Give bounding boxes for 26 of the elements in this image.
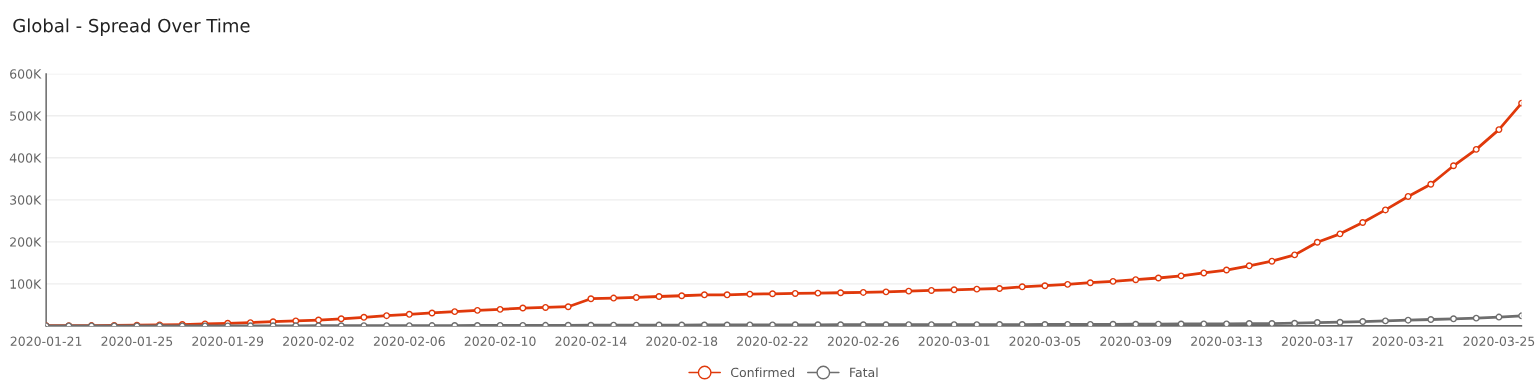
legend-label: Confirmed xyxy=(731,367,795,378)
x-tick-label: 2020-03-01 xyxy=(918,336,990,347)
x-tick-label: 2020-02-14 xyxy=(555,336,627,347)
legend-label: Fatal xyxy=(850,367,878,378)
x-tick-label: 2020-02-22 xyxy=(737,336,808,347)
x-tick-label: 2020-02-10 xyxy=(464,336,536,347)
x-tick-label: 2020-03-17 xyxy=(1281,336,1353,347)
x-tick-label: 2020-01-29 xyxy=(192,336,264,347)
y-tick-label: 400K xyxy=(9,153,42,163)
x-tick-label: 2020-02-18 xyxy=(646,336,718,347)
x-tick-label: 2020-02-26 xyxy=(827,336,899,347)
x-tick-label: 2020-03-13 xyxy=(1191,336,1262,347)
x-tick-label: 2020-03-09 xyxy=(1100,336,1172,347)
x-tick-label: 2020-03-25 xyxy=(1463,336,1535,347)
x-tick-label: 2020-03-21 xyxy=(1372,336,1444,347)
x-tick-label: 2020-02-02 xyxy=(283,336,354,347)
y-tick-label: 600K xyxy=(10,69,42,79)
y-tick-label: 300K xyxy=(10,195,42,205)
y-tick-label: 500K xyxy=(10,111,42,121)
x-tick-label: 2020-02-06 xyxy=(373,336,445,347)
x-tick-label: 2020-03-05 xyxy=(1009,336,1081,347)
y-tick-label: 100K xyxy=(10,279,42,289)
x-tick-label: 2020-01-21 xyxy=(10,336,82,347)
y-tick-label: 200K xyxy=(10,237,42,247)
chart-title: Global - Spread Over Time xyxy=(13,18,250,36)
x-tick-label: 2020-01-25 xyxy=(101,336,173,347)
